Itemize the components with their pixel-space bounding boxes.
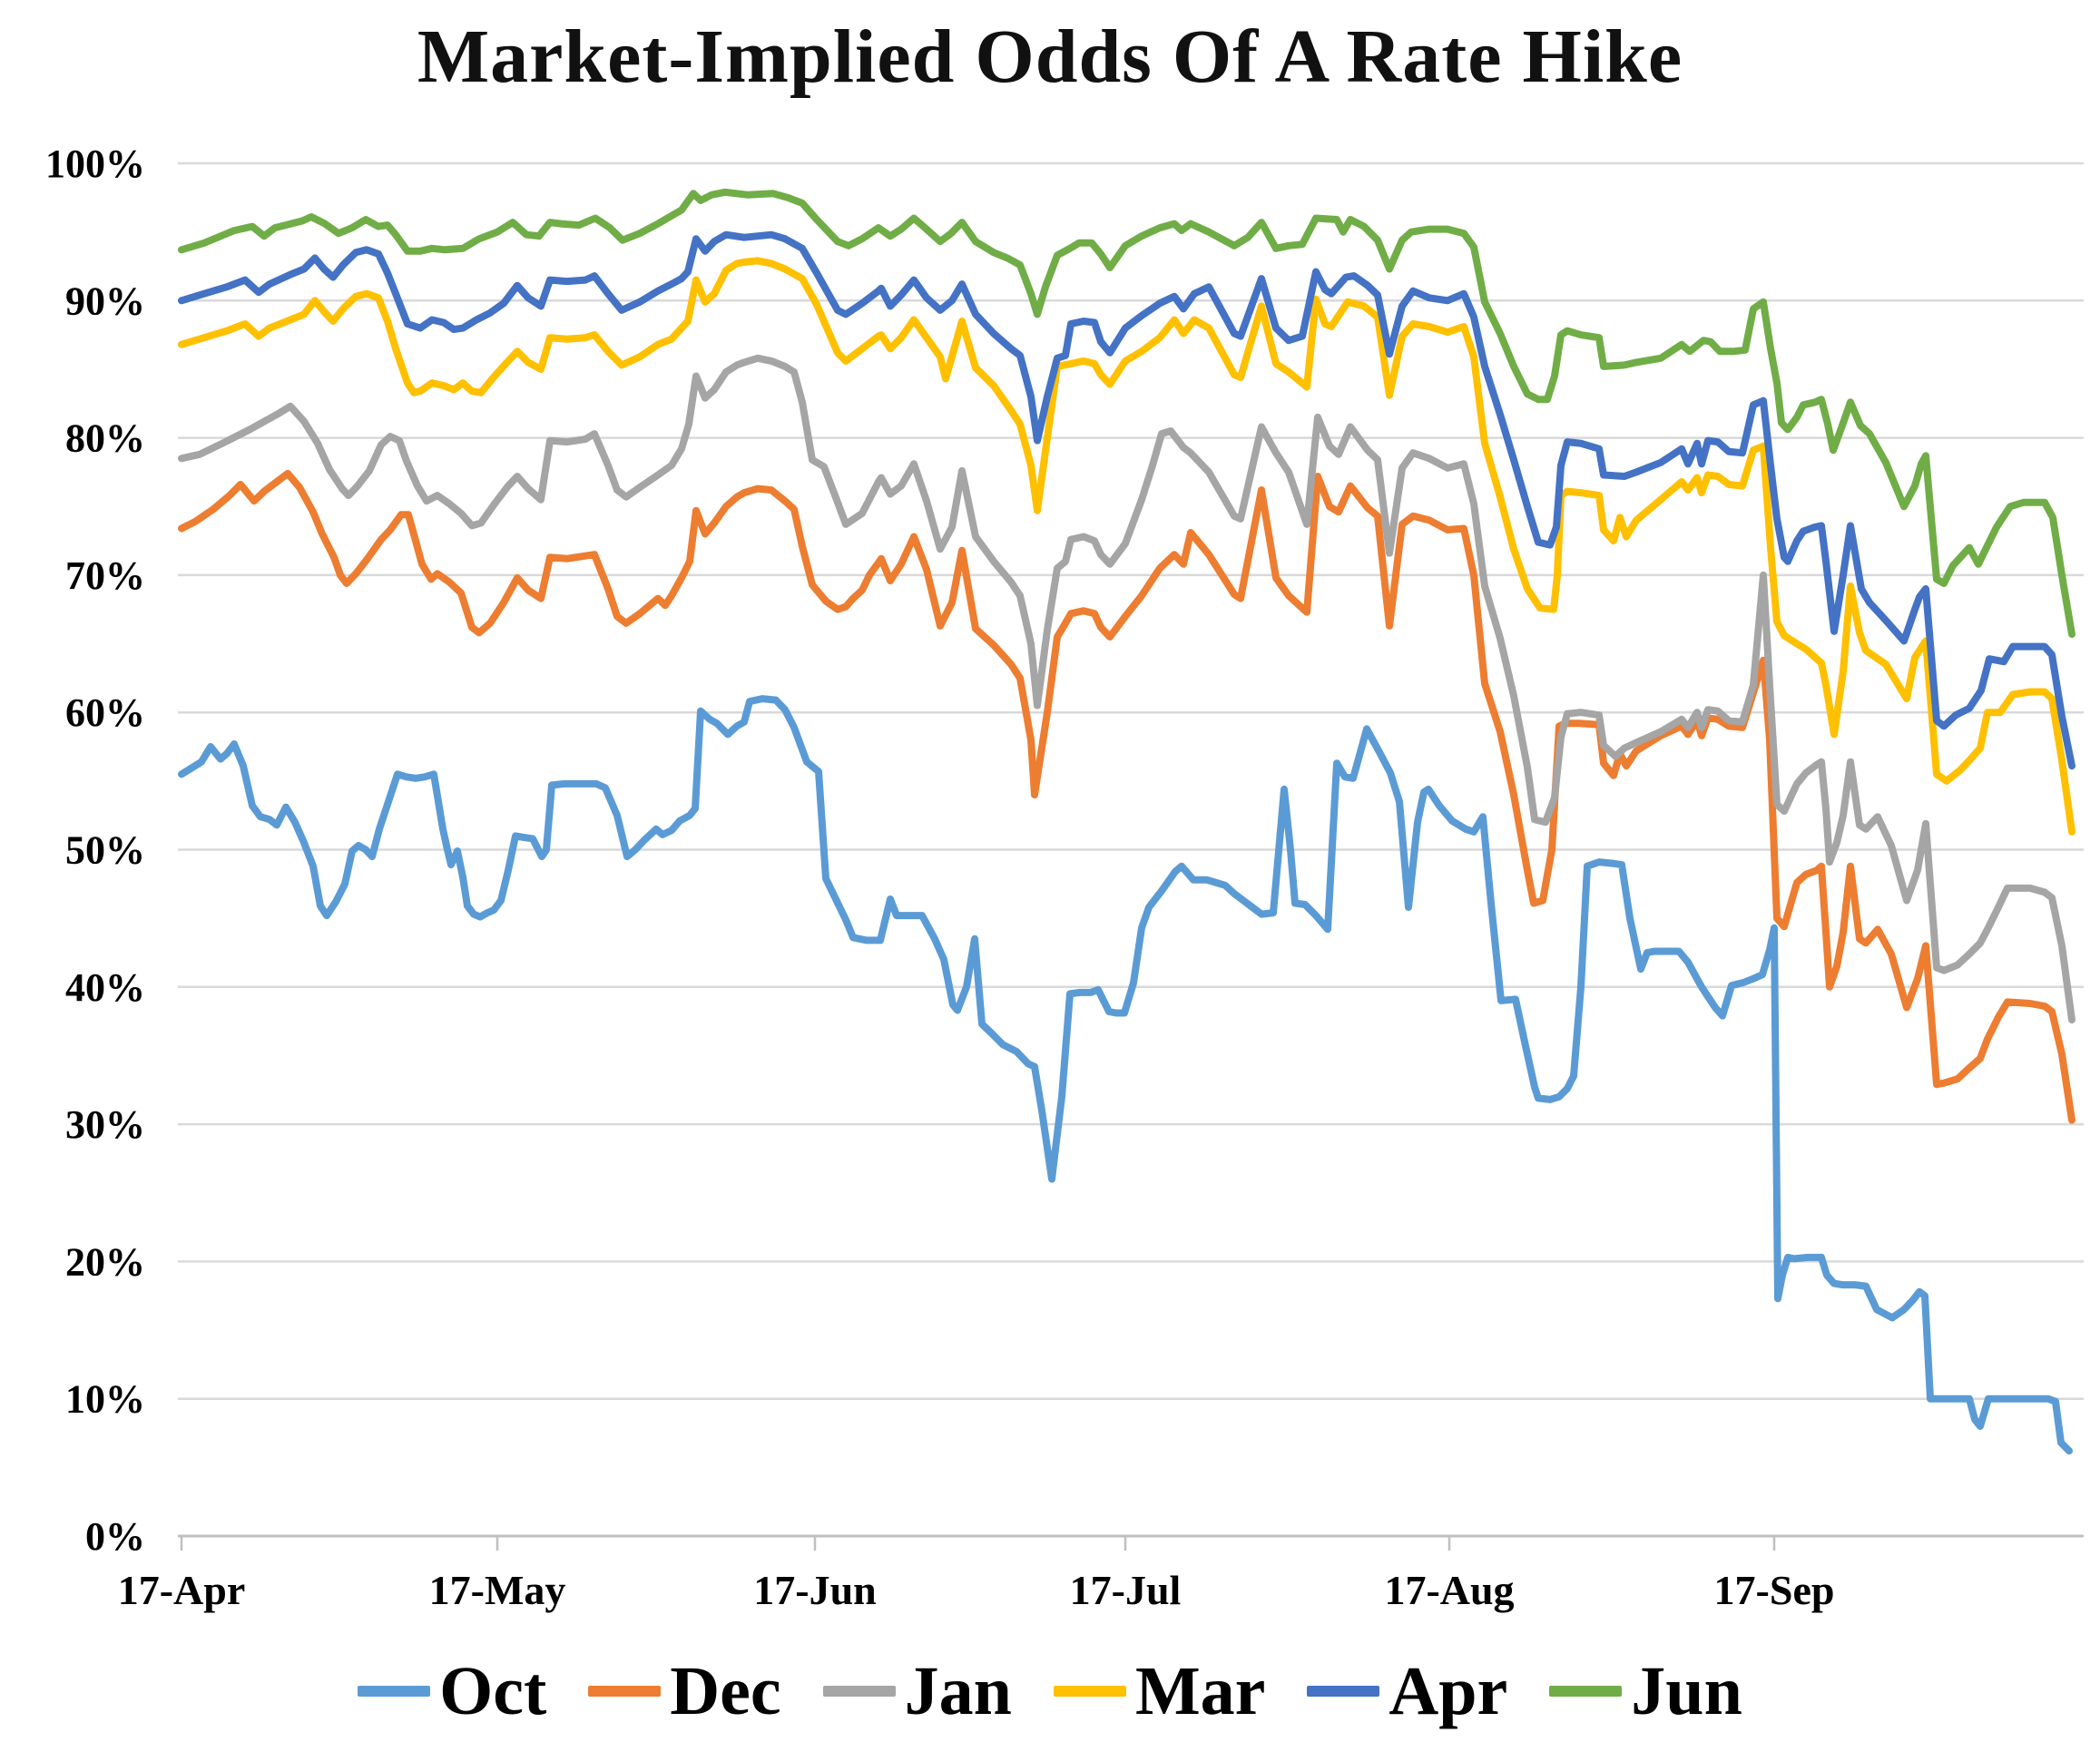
series-line-dec (178, 469, 2075, 1124)
legend-swatch-dec (588, 1686, 662, 1697)
y-tick-label-80: 80% (65, 416, 145, 461)
x-tick-label-17-Jul: 17-Jul (1070, 1567, 1182, 1613)
y-tick-label-20: 20% (65, 1239, 145, 1284)
series-line-jun (178, 188, 2075, 638)
series-line-oct (178, 695, 2073, 1455)
y-tick-label-100: 100% (45, 142, 145, 186)
y-tick-label-40: 40% (65, 965, 145, 1010)
legend-swatch-mar (1053, 1686, 1126, 1697)
legend-swatch-apr (1307, 1686, 1380, 1697)
legend-label-dec: Dec (670, 1653, 781, 1729)
series-line-apr (178, 230, 2075, 770)
chart-title: Market-Implied Odds Of A Rate Hike (417, 15, 1683, 99)
legend-item-jan: Jan (822, 1653, 1012, 1729)
x-tick-label-17-May: 17-May (429, 1567, 566, 1613)
legend-label-apr: Apr (1389, 1653, 1508, 1729)
x-tick-label-17-Apr: 17-Apr (118, 1567, 246, 1613)
series-line-mar (178, 257, 2075, 836)
legend-label-jan: Jan (904, 1653, 1012, 1729)
legend-swatch-jan (822, 1686, 896, 1697)
y-tick-label-70: 70% (65, 553, 145, 598)
y-tick-label-60: 60% (65, 690, 145, 735)
legend-label-oct: Oct (439, 1653, 547, 1729)
legend-item-oct: Oct (358, 1657, 546, 1726)
legend-item-mar: Mar (1053, 1653, 1266, 1729)
x-tick-label-17-Sep: 17-Sep (1714, 1567, 1835, 1613)
legend-item-dec: Dec (588, 1653, 781, 1729)
legend-label-jun: Jun (1631, 1653, 1742, 1729)
x-tick-label-17-Jun: 17-Jun (753, 1567, 876, 1613)
legend-label-mar: Mar (1134, 1653, 1266, 1729)
y-tick-label-50: 50% (65, 828, 145, 873)
x-tick-label-17-Aug: 17-Aug (1384, 1567, 1514, 1613)
legend-item-jun: Jun (1549, 1657, 1742, 1726)
legend-swatch-jun (1549, 1686, 1623, 1697)
y-tick-label-10: 10% (65, 1377, 145, 1422)
y-tick-label-30: 30% (65, 1102, 145, 1147)
legend-item-apr: Apr (1307, 1657, 1507, 1726)
y-tick-label-90: 90% (65, 279, 145, 323)
y-tick-label-0: 0% (85, 1514, 145, 1559)
series-line-jan (178, 354, 2075, 1024)
legend-swatch-oct (358, 1686, 431, 1697)
chart-legend: Oct Dec Jan Mar Apr Jun (0, 1657, 2100, 1726)
